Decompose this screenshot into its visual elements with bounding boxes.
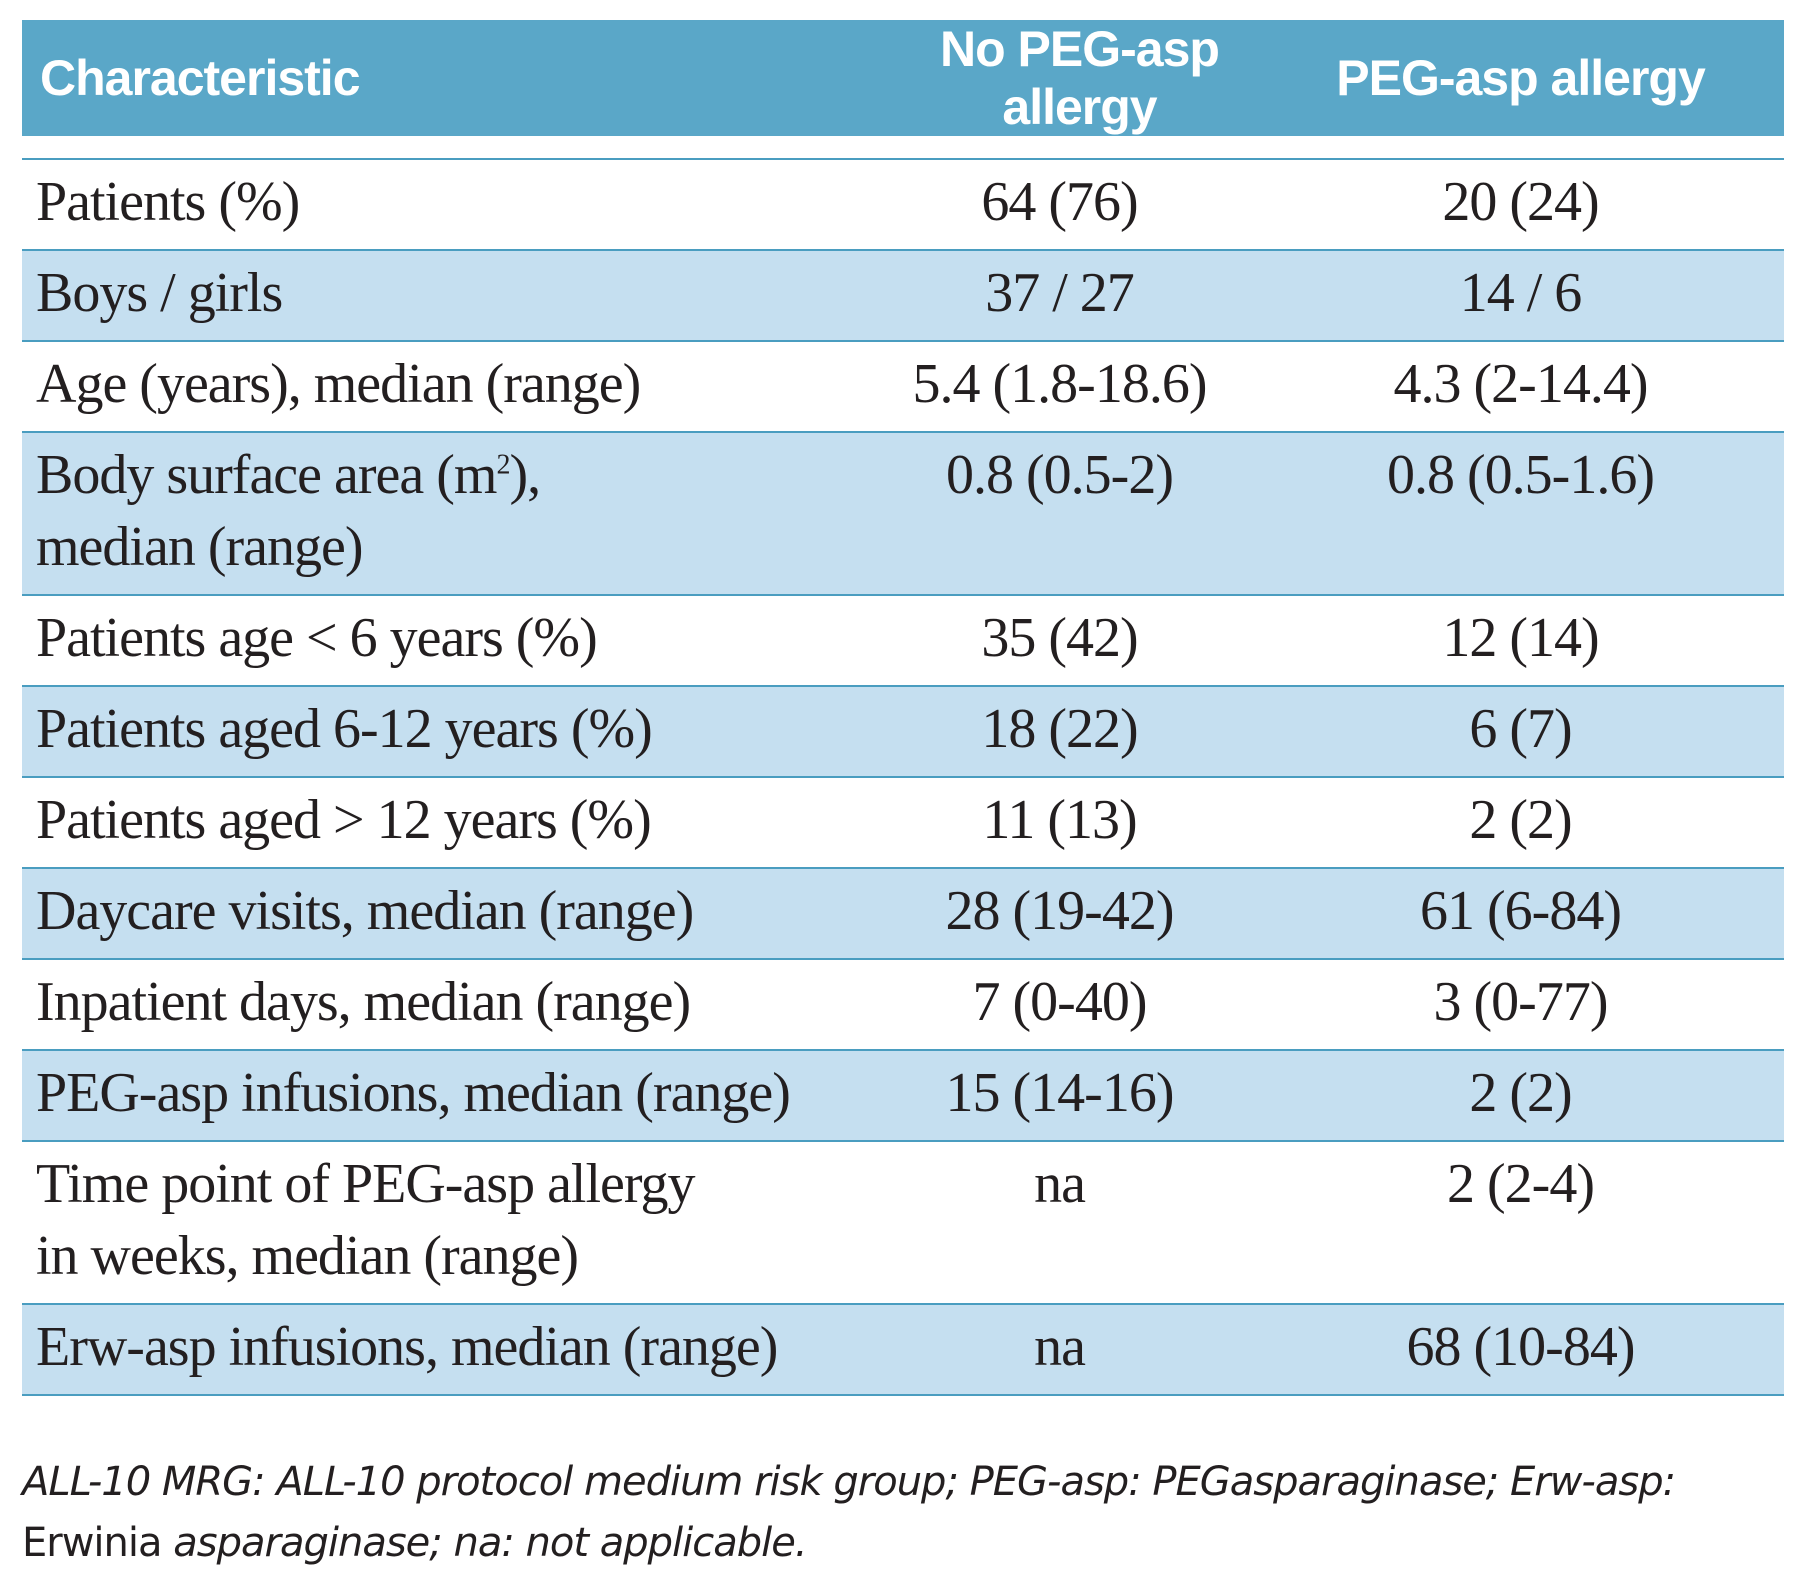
table-row: Time point of PEG-asp allergy in weeks, m… xyxy=(22,1141,1784,1305)
header-no-allergy: No PEG-asp allergy xyxy=(862,20,1257,136)
allergy-value: 0.8 (0.5-1.6) xyxy=(1257,432,1784,596)
table-row: Patients (%) 64 (76) 20 (24) xyxy=(22,159,1784,251)
table-row: Patients aged > 12 years (%) 11 (13) 2 (… xyxy=(22,777,1784,869)
row-label: Time point of PEG-asp allergy in weeks, m… xyxy=(22,1141,862,1305)
allergy-value: 2 (2) xyxy=(1257,1050,1784,1142)
table-row: Boys / girls 37 / 27 14 / 6 xyxy=(22,250,1784,342)
no-allergy-value: 18 (22) xyxy=(862,686,1257,778)
row-label-line1-suffix: ), xyxy=(509,444,541,506)
row-label-line2: in weeks, median (range) xyxy=(36,1225,579,1287)
no-allergy-value: 0.8 (0.5-2) xyxy=(862,432,1257,596)
no-allergy-value: 5.4 (1.8-18.6) xyxy=(862,341,1257,433)
allergy-value: 14 / 6 xyxy=(1257,250,1784,342)
row-label-superscript: 2 xyxy=(496,449,510,481)
table-row: Patients aged 6-12 years (%) 18 (22) 6 (… xyxy=(22,686,1784,778)
table-row: Inpatient days, median (range) 7 (0-40) … xyxy=(22,959,1784,1051)
no-allergy-value: 35 (42) xyxy=(862,595,1257,687)
no-allergy-value: na xyxy=(862,1141,1257,1305)
table-row: Patients age < 6 years (%) 35 (42) 12 (1… xyxy=(22,595,1784,687)
no-allergy-value: 11 (13) xyxy=(862,777,1257,869)
row-label: Body surface area (m2), median (range) xyxy=(22,432,862,596)
allergy-value: 3 (0-77) xyxy=(1257,959,1784,1051)
no-allergy-value: 64 (76) xyxy=(862,159,1257,251)
characteristics-table: Characteristic No PEG-asp allergy PEG-as… xyxy=(22,20,1784,1396)
header-row: Characteristic No PEG-asp allergy PEG-as… xyxy=(22,20,1784,136)
table-row: Age (years), median (range) 5.4 (1.8-18.… xyxy=(22,341,1784,433)
table-footnote: ALL-10 MRG: ALL-10 protocol medium risk … xyxy=(22,1452,1784,1574)
row-label: PEG-asp infusions, median (range) xyxy=(22,1050,862,1142)
no-allergy-value: 15 (14-16) xyxy=(862,1050,1257,1142)
header-characteristic: Characteristic xyxy=(22,20,862,136)
table-row: PEG-asp infusions, median (range) 15 (14… xyxy=(22,1050,1784,1142)
footnote-abbreviations: ALL-10 MRG: ALL-10 protocol medium risk … xyxy=(22,1459,1676,1505)
no-allergy-value: 7 (0-40) xyxy=(862,959,1257,1051)
row-label-line2: median (range) xyxy=(36,516,363,578)
footnote-erwinia: Erwinia xyxy=(22,1520,163,1566)
no-allergy-value: na xyxy=(862,1304,1257,1396)
allergy-value: 2 (2) xyxy=(1257,777,1784,869)
row-label-line1: Time point of PEG-asp allergy xyxy=(36,1153,696,1215)
allergy-value: 6 (7) xyxy=(1257,686,1784,778)
allergy-value: 4.3 (2-14.4) xyxy=(1257,341,1784,433)
characteristics-table-container: Characteristic No PEG-asp allergy PEG-as… xyxy=(22,20,1784,1396)
footnote-tail: asparaginase; na: not applicable. xyxy=(161,1520,807,1566)
row-label: Daycare visits, median (range) xyxy=(22,868,862,960)
no-allergy-value: 37 / 27 xyxy=(862,250,1257,342)
allergy-value: 2 (2-4) xyxy=(1257,1141,1784,1305)
table-body: Patients (%) 64 (76) 20 (24) Boys / girl… xyxy=(22,136,1784,1396)
allergy-value: 12 (14) xyxy=(1257,595,1784,687)
table-row: Daycare visits, median (range) 28 (19-42… xyxy=(22,868,1784,960)
row-label-line1-prefix: Body surface area (m xyxy=(36,444,497,506)
row-label: Age (years), median (range) xyxy=(22,341,862,433)
allergy-value: 68 (10-84) xyxy=(1257,1304,1784,1396)
table-row: Body surface area (m2), median (range) 0.… xyxy=(22,432,1784,596)
allergy-value: 20 (24) xyxy=(1257,159,1784,251)
row-label: Boys / girls xyxy=(22,250,862,342)
row-label: Patients (%) xyxy=(22,159,862,251)
row-label: Patients aged > 12 years (%) xyxy=(22,777,862,869)
header-allergy: PEG-asp allergy xyxy=(1257,20,1784,136)
header-spacer xyxy=(22,136,1784,160)
row-label: Erw-asp infusions, median (range) xyxy=(22,1304,862,1396)
table-row: Erw-asp infusions, median (range) na 68 … xyxy=(22,1304,1784,1396)
table-header: Characteristic No PEG-asp allergy PEG-as… xyxy=(22,20,1784,136)
row-label: Inpatient days, median (range) xyxy=(22,959,862,1051)
row-label: Patients age < 6 years (%) xyxy=(22,595,862,687)
no-allergy-value: 28 (19-42) xyxy=(862,868,1257,960)
allergy-value: 61 (6-84) xyxy=(1257,868,1784,960)
row-label: Patients aged 6-12 years (%) xyxy=(22,686,862,778)
